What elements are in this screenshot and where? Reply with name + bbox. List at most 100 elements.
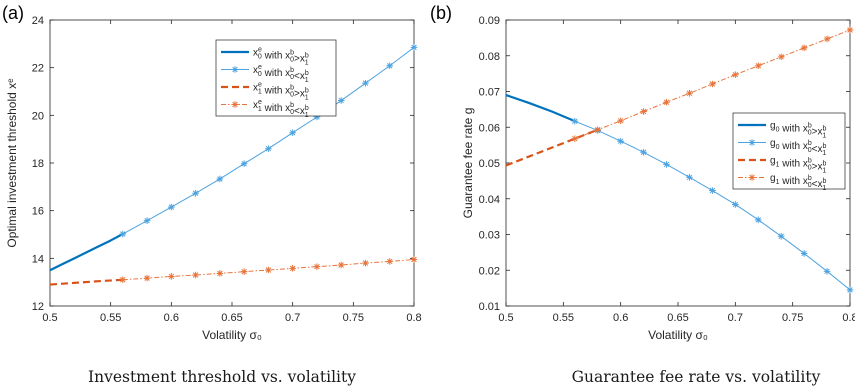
data-point-marker <box>386 62 394 70</box>
y-tick-label: 0.06 <box>479 122 500 134</box>
data-point-marker <box>362 79 369 87</box>
data-point-marker <box>640 148 647 156</box>
x-axis-label: Volatility σ₀ <box>202 328 262 342</box>
y-tick-label: 0.05 <box>479 158 500 170</box>
data-point-marker <box>168 273 175 280</box>
x-tick-label: 0.8 <box>842 312 855 324</box>
figure-caption: Investment threshold vs. volatility <box>88 368 356 386</box>
series-1 <box>505 94 576 123</box>
data-point-marker <box>143 217 151 224</box>
legend-label: xe 1 with xb 0<xb 1 <box>253 99 309 119</box>
data-point-marker <box>337 261 345 269</box>
series-line <box>505 94 576 123</box>
data-point-marker <box>846 286 854 294</box>
y-tick-label: 0.02 <box>479 265 500 277</box>
y-axis-label: Optimal investment threshold xᵉ <box>5 78 19 248</box>
y-tick-label: 0.01 <box>479 301 500 313</box>
y-tick-label: 20 <box>32 110 44 122</box>
data-point-marker <box>640 108 647 115</box>
y-tick-label: 0.08 <box>479 51 500 63</box>
x-tick-label: 0.6 <box>613 312 628 324</box>
y-tick-label: 0.04 <box>479 194 500 206</box>
legend-marker <box>748 174 756 181</box>
panel-label: (a) <box>2 3 24 23</box>
data-point-marker <box>313 263 321 270</box>
y-tick-label: 12 <box>32 301 44 313</box>
x-tick-label: 0.5 <box>498 312 513 324</box>
data-point-marker <box>216 175 224 183</box>
data-point-marker <box>663 161 670 168</box>
legend-marker <box>231 101 239 108</box>
data-point-marker <box>168 203 175 211</box>
series-line <box>49 278 123 286</box>
data-point-marker <box>846 26 854 34</box>
data-point-marker <box>686 174 693 181</box>
data-point-marker <box>386 258 394 265</box>
x-tick-label: 0.8 <box>406 312 421 324</box>
data-point-marker <box>143 274 151 282</box>
data-point-marker <box>119 276 127 284</box>
data-point-marker <box>240 268 248 275</box>
figure-caption: Guarantee fee rate vs. volatility <box>572 368 821 386</box>
chart-panel-a: 0.5 0.55 0.6 0.65 0.7 0.75 0.8 12 14 16 18 20 22 24 Vo… <box>2 3 422 386</box>
x-tick-label: 0.55 <box>553 312 574 324</box>
y-axis-label: Guarantee fee rate g <box>461 108 475 219</box>
x-tick-label: 0.7 <box>285 312 300 324</box>
data-point-marker <box>192 189 199 197</box>
legend-label: g0 with xb 0>xb 1 <box>770 121 826 140</box>
y-tick-label: 18 <box>32 158 44 170</box>
data-point-marker <box>192 271 199 279</box>
y-tick-label: 24 <box>32 15 44 27</box>
data-point-marker <box>709 187 716 194</box>
legend-label: xe 0 with xb 0<xb 1 <box>253 64 309 84</box>
data-point-marker <box>240 160 248 168</box>
data-point-marker <box>265 266 272 274</box>
data-point-marker <box>410 256 418 263</box>
y-tick-label: 0.07 <box>479 87 500 99</box>
data-point-marker <box>754 216 762 224</box>
x-tick-label: 0.5 <box>42 312 57 324</box>
data-point-marker <box>337 97 345 104</box>
y-tick-label: 0.09 <box>479 15 500 27</box>
series-4 <box>571 26 854 142</box>
panel-label: (b) <box>430 3 452 23</box>
data-point-marker <box>709 80 716 88</box>
data-point-marker <box>617 137 624 145</box>
data-point-marker <box>732 201 739 208</box>
x-tick-label: 0.65 <box>221 312 242 324</box>
x-tick-label: 0.75 <box>782 312 803 324</box>
data-point-marker <box>777 53 785 61</box>
series-3 <box>49 278 123 286</box>
x-axis-label: Volatility σ₀ <box>648 328 708 342</box>
series-2 <box>571 117 854 294</box>
data-point-marker <box>754 62 762 70</box>
series-line <box>49 233 124 272</box>
data-point-marker <box>216 270 224 277</box>
y-tick-label: 14 <box>32 253 44 265</box>
data-point-marker <box>732 71 739 78</box>
legend-label: g1 with xb 0<xb 1 <box>770 173 826 192</box>
legend: xe 0 with xb 0>xb 1xe 0 with xb 0<xb 1xe 1 with… <box>215 39 337 119</box>
chart-panel-b: 0.5 0.55 0.6 0.65 0.7 0.75 0.8 0.01 0.02 0.03 0.04… <box>430 3 855 386</box>
data-point-marker <box>313 113 321 121</box>
legend-label: xe 1 with xb 0>xb 1 <box>253 82 309 102</box>
data-point-marker <box>571 135 579 142</box>
data-point-marker <box>800 44 808 52</box>
data-point-marker <box>410 44 418 51</box>
series-1 <box>49 233 124 272</box>
data-point-marker <box>823 268 831 275</box>
y-tick-label: 16 <box>32 206 44 218</box>
data-point-marker <box>362 259 369 267</box>
legend-marker <box>748 139 756 146</box>
legend-label: g1 with xb 0>xb 1 <box>770 156 826 175</box>
legend-marker <box>231 66 239 73</box>
data-point-marker <box>800 250 808 257</box>
x-tick-label: 0.55 <box>100 312 121 324</box>
data-point-marker <box>823 35 831 43</box>
x-tick-label: 0.65 <box>667 312 688 324</box>
legend: g0 with xb 0>xb 1g0 with xb 0<xb 1g1 with xb… <box>732 112 846 192</box>
data-point-marker <box>289 129 296 137</box>
data-point-marker <box>265 145 272 152</box>
x-tick-label: 0.75 <box>343 312 364 324</box>
